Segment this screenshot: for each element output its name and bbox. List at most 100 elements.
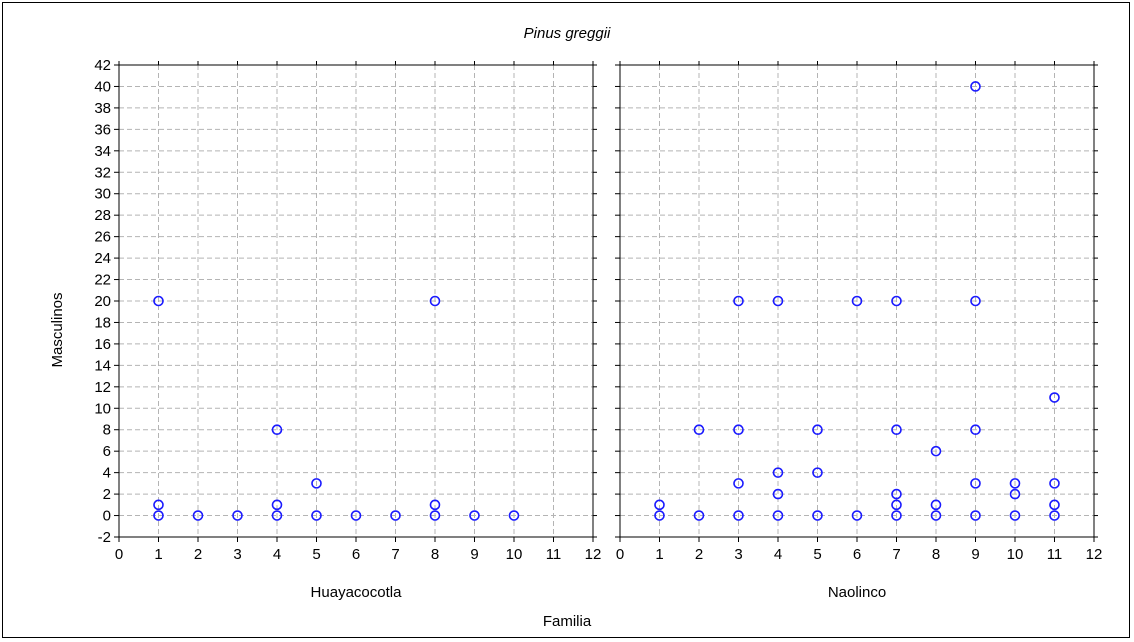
y-tick-label: 26 [94, 229, 111, 246]
y-tick-label: 34 [94, 143, 111, 160]
data-point [970, 478, 981, 489]
y-tick-label: 14 [94, 357, 111, 374]
y-tick-label: 8 [103, 422, 111, 439]
y-tick-label: 4 [103, 465, 111, 482]
data-point [469, 510, 480, 521]
data-point [733, 424, 744, 436]
data-point [812, 424, 823, 436]
x-tick-label: 10 [506, 546, 523, 563]
y-tick-label: 30 [94, 186, 111, 203]
y-tick-label: 36 [94, 121, 111, 138]
y-tick-label: 18 [94, 314, 111, 331]
data-point [390, 510, 401, 521]
x-tick-label: 10 [1007, 546, 1024, 563]
x-tick-label: 2 [695, 546, 703, 563]
y-tick-label: 24 [94, 250, 111, 267]
data-point [891, 510, 902, 521]
data-point [1049, 499, 1060, 511]
data-point [693, 424, 705, 436]
data-point [311, 510, 322, 521]
data-point [851, 295, 863, 307]
y-tick-label: -2 [98, 529, 111, 546]
data-point [772, 510, 784, 521]
data-point [1009, 478, 1021, 489]
y-tick-label: 28 [94, 207, 111, 224]
panel-label-naolinco: Naolinco [828, 584, 886, 601]
y-tick-label: 0 [103, 508, 111, 525]
data-point [812, 510, 823, 521]
x-tick-label: 7 [391, 546, 399, 563]
data-point [654, 499, 665, 511]
data-point [1049, 478, 1060, 489]
x-tick-label: 2 [194, 546, 202, 563]
x-tick-label: 8 [932, 546, 940, 563]
data-point [930, 510, 942, 521]
data-point [1009, 510, 1021, 521]
data-point [930, 499, 942, 511]
y-tick-label: 32 [94, 164, 111, 181]
data-point [772, 488, 784, 500]
y-tick-label: 16 [94, 336, 111, 353]
y-tick-label: 20 [94, 293, 111, 310]
data-point [970, 510, 981, 521]
x-tick-label: 1 [655, 546, 663, 563]
data-point [891, 424, 902, 436]
x-tick-label: 3 [734, 546, 742, 563]
data-point [733, 510, 744, 521]
data-point [733, 295, 744, 307]
x-tick-label: 11 [1047, 546, 1063, 563]
data-point [970, 424, 981, 436]
data-point [970, 295, 981, 307]
y-tick-label: 2 [103, 486, 111, 503]
data-point [271, 424, 283, 436]
x-tick-label: 7 [892, 546, 900, 563]
data-point [271, 499, 283, 511]
x-tick-label: 0 [616, 546, 624, 563]
x-tick-label: 3 [233, 546, 241, 563]
x-tick-label: 6 [853, 546, 861, 563]
x-tick-label: 9 [470, 546, 478, 563]
x-tick-label: 9 [971, 546, 979, 563]
y-tick-label: 42 [94, 57, 111, 74]
data-point [429, 295, 441, 307]
x-tick-label: 1 [154, 546, 162, 563]
data-point [772, 295, 784, 307]
data-point [812, 467, 823, 478]
data-point [192, 510, 204, 521]
data-point [311, 478, 322, 489]
panel-label-huayacocotla: Huayacocotla [311, 584, 403, 601]
x-tick-label: 5 [813, 546, 821, 563]
data-point [232, 510, 243, 521]
data-point [891, 295, 902, 307]
data-point [271, 510, 283, 521]
y-tick-label: 12 [94, 379, 111, 396]
y-tick-label: 10 [94, 400, 111, 417]
data-point [429, 510, 441, 521]
y-tick-label: 38 [94, 100, 111, 117]
y-tick-label: 40 [94, 78, 111, 95]
data-point [350, 510, 362, 521]
x-tick-label: 4 [774, 546, 782, 563]
x-axis-title: Familia [543, 613, 592, 630]
x-tick-label: 0 [115, 546, 123, 563]
data-point [153, 499, 164, 511]
data-point [970, 81, 981, 92]
data-point [733, 478, 744, 489]
data-point [508, 510, 520, 521]
data-point [693, 510, 705, 521]
data-point [1009, 488, 1021, 500]
x-tick-label: 12 [1086, 546, 1103, 563]
data-point [930, 445, 942, 457]
y-tick-label: 22 [94, 272, 111, 289]
data-point [1049, 392, 1060, 403]
y-tick-label: 6 [103, 443, 111, 460]
data-point [851, 510, 863, 521]
data-point [429, 499, 441, 511]
x-tick-label: 6 [352, 546, 360, 563]
x-tick-label: 8 [431, 546, 439, 563]
data-point [654, 510, 665, 521]
x-tick-label: 5 [312, 546, 320, 563]
data-point [153, 510, 164, 521]
y-axis-title: Masculinos [49, 292, 66, 367]
